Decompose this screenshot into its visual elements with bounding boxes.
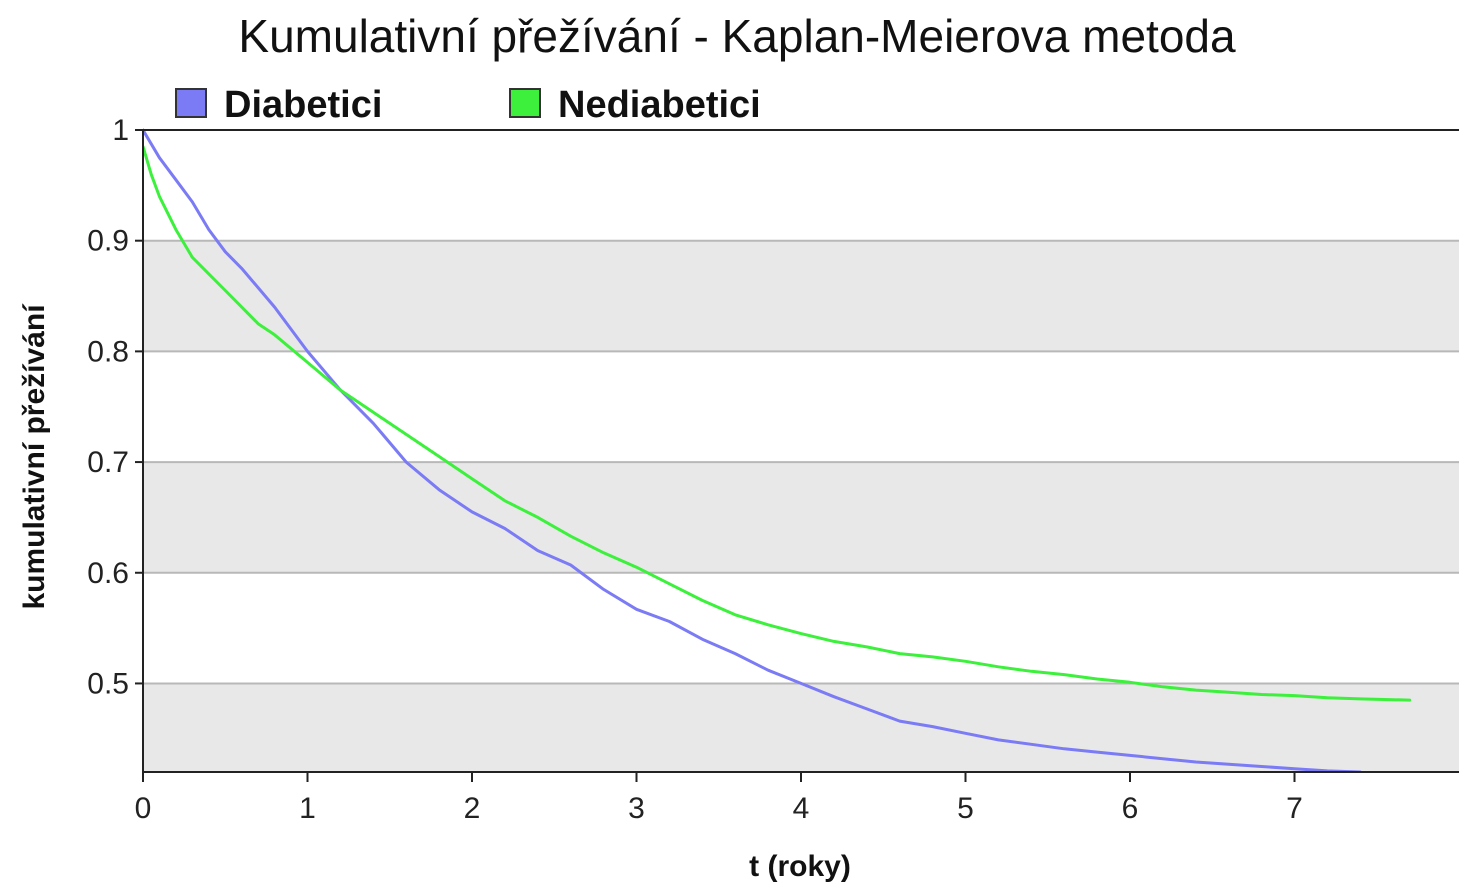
axes [142,129,1459,773]
x-tick-label: 2 [464,792,481,825]
legend-swatch-nediabetici [509,88,541,118]
y-tick-label: 0.9 [87,225,129,258]
x-tick-label: 6 [1122,792,1139,825]
y-tick-label: 1 [112,114,129,147]
y-axis-title: kumulativní přežívání [18,303,51,610]
y-tick-label: 0.6 [87,557,129,590]
series-lines [143,128,1412,772]
background-bands [143,240,1459,772]
legend: Diabetici Nediabetici [175,84,761,126]
x-ticks: 0 1 2 3 4 5 6 7 [135,772,1303,825]
x-tick-label: 4 [793,792,810,825]
y-tick-label: 0.7 [87,446,129,479]
background-band [143,462,1459,573]
series-line-diabetici [143,128,1362,772]
y-tick-label: 0.5 [87,667,129,700]
x-axis-title: t (roky) [749,850,851,883]
y-ticks: 1 0.9 0.8 0.7 0.6 0.5 [87,114,143,700]
x-tick-label: 7 [1286,792,1303,825]
x-tick-label: 5 [957,792,974,825]
x-tick-label: 0 [135,792,152,825]
background-band [143,683,1459,772]
x-tick-label: 3 [628,792,645,825]
x-tick-label: 1 [299,792,316,825]
background-band [143,240,1459,352]
y-tick-label: 0.8 [87,335,129,368]
legend-swatch-diabetici [175,88,207,118]
legend-label-nediabetici: Nediabetici [558,84,761,126]
series-line-nediabetici [143,145,1412,702]
chart-title: Kumulativní přežívání - Kaplan-Meierova … [238,10,1236,62]
legend-label-diabetici: Diabetici [224,84,382,126]
